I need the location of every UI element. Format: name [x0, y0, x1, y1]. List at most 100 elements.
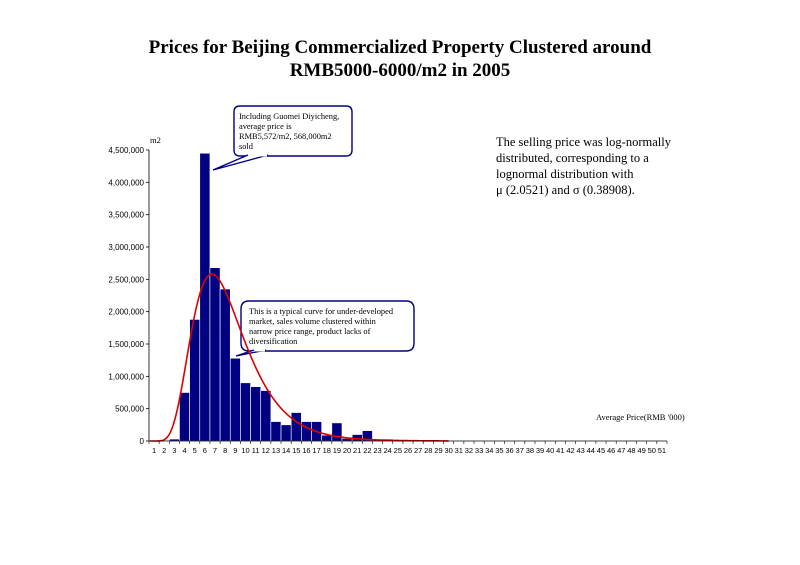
x-tick-label: 51: [658, 446, 666, 455]
bar-7: [209, 267, 221, 442]
axes: 0 500,000 1,000,000 1,500,000 2,000,000 2,500…: [108, 146, 668, 455]
callout-2-line-1: This is a typical curve for under-develo…: [249, 307, 394, 316]
bar-18: [321, 434, 333, 442]
bars: [158, 152, 434, 442]
x-tick-label: 26: [404, 446, 412, 455]
x-tick-label: 10: [241, 446, 249, 455]
bar-4: [179, 392, 190, 442]
x-tick-label: 19: [333, 446, 341, 455]
bar-12: [260, 390, 272, 442]
callout-guomei: Including Guomei Diyicheng, average pric…: [239, 112, 339, 152]
x-tick-label: 17: [312, 446, 320, 455]
x-tick-label: 1: [152, 446, 156, 455]
title-line-1: Prices for Beijing Commercialized Proper…: [148, 37, 652, 58]
x-tick-label: 29: [434, 446, 442, 455]
y-tick-label: 3,000,000: [108, 243, 144, 252]
lognormal-fit-curve: [150, 273, 449, 442]
x-tick-label: 34: [485, 446, 493, 455]
x-tick-label: 12: [262, 446, 270, 455]
bar-13: [270, 421, 282, 442]
x-tick-label: 5: [193, 446, 197, 455]
callout-2-line-3: narrow price range, product lacks of: [249, 327, 371, 336]
x-tick-label: 27: [414, 446, 422, 455]
x-tick-label: 35: [495, 446, 503, 455]
x-tick-label: 43: [576, 446, 584, 455]
x-tick-label: 20: [343, 446, 351, 455]
x-tick-label: 44: [587, 446, 595, 455]
callout-1-line-4: sold: [239, 142, 253, 151]
bar-15: [290, 412, 302, 442]
note-line-1: The selling price was log-normally: [496, 135, 671, 149]
x-tick-label: 45: [597, 446, 605, 455]
x-tick-label: 40: [546, 446, 554, 455]
y-tick-label: 500,000: [115, 405, 144, 414]
x-tick-label: 28: [424, 446, 432, 455]
callout-1-line-3: RMB5,572/m2, 568,000m2: [239, 132, 332, 141]
y-tick-label: 1,000,000: [108, 372, 144, 381]
bar-16: [301, 421, 312, 442]
x-tick-label: 14: [282, 446, 290, 455]
bar-19: [331, 422, 343, 442]
x-tick-label: 50: [648, 446, 656, 455]
callout-2-line-2: market, sales volume clustered within: [249, 317, 376, 326]
x-tick-label: 16: [302, 446, 310, 455]
x-tick-label: 31: [455, 446, 463, 455]
callout-1-line-2: average price is: [239, 122, 292, 131]
note-line-4: μ (2.0521) and σ (0.38908).: [496, 183, 635, 197]
bar-14: [280, 424, 292, 442]
x-tick-label: 41: [556, 446, 564, 455]
x-tick-label: 32: [465, 446, 473, 455]
callout-shapes: [212, 105, 415, 357]
x-tick-label: 7: [213, 446, 217, 455]
x-tick-label: 22: [363, 446, 371, 455]
callout-1-bubble: [233, 105, 353, 157]
x-tick-label: 11: [252, 446, 260, 455]
x-tick-label: 25: [394, 446, 402, 455]
bar-9: [229, 357, 241, 442]
x-axis-label: Average Price(RMB '000): [596, 412, 685, 422]
x-tick-label: 15: [292, 446, 300, 455]
bar-8: [219, 288, 231, 442]
callout-1-pointer: [212, 154, 269, 171]
x-tick-label: 18: [323, 446, 331, 455]
bar-10: [240, 382, 251, 442]
callout-1-line-1: Including Guomei Diyicheng,: [239, 112, 340, 121]
x-tick-label: 30: [444, 446, 452, 455]
callout-typical-curve: This is a typical curve for under-develo…: [249, 307, 393, 347]
x-tick-label: 6: [203, 446, 207, 455]
bar-6: [199, 152, 211, 442]
x-tick-label: 9: [233, 446, 237, 455]
callout-2-line-4: diversification: [249, 337, 298, 346]
x-tick-label: 42: [566, 446, 574, 455]
callout-2-bubble: [240, 300, 415, 352]
x-tick-label: 4: [182, 446, 186, 455]
x-tick-label: 38: [526, 446, 534, 455]
y-tick-label: 2,500,000: [108, 275, 144, 284]
note-line-2: distributed, corresponding to a: [496, 151, 649, 165]
y-tick-label: 4,500,000: [108, 146, 144, 155]
x-tick-label: 3: [172, 446, 176, 455]
x-tick-label: 46: [607, 446, 615, 455]
note-line-3: lognormal distribution with: [496, 167, 634, 181]
chart-title: Prices for Beijing Commercialized Proper…: [0, 36, 800, 82]
title-line-2: RMB5000-6000/m2 in 2005: [289, 60, 511, 81]
x-tick-label: 37: [516, 446, 524, 455]
x-tick-label: 33: [475, 446, 483, 455]
x-tick-label: 8: [223, 446, 227, 455]
y-tick-label: 0: [140, 437, 145, 446]
x-tick-label: 24: [384, 446, 392, 455]
y-tick-label: 4,000,000: [108, 178, 144, 187]
y-tick-label: 1,500,000: [108, 340, 144, 349]
x-tick-label: 48: [627, 446, 635, 455]
x-tick-label: 36: [505, 446, 513, 455]
x-tick-label: 49: [637, 446, 645, 455]
y-tick-label: 2,000,000: [108, 308, 144, 317]
x-tick-label: 39: [536, 446, 544, 455]
x-tick-label: 23: [373, 446, 381, 455]
bar-11: [250, 386, 262, 442]
y-tick-label: 3,500,000: [108, 211, 144, 220]
x-tick-label: 13: [272, 446, 280, 455]
x-tick-label: 21: [353, 446, 361, 455]
x-tick-label: 2: [162, 446, 166, 455]
